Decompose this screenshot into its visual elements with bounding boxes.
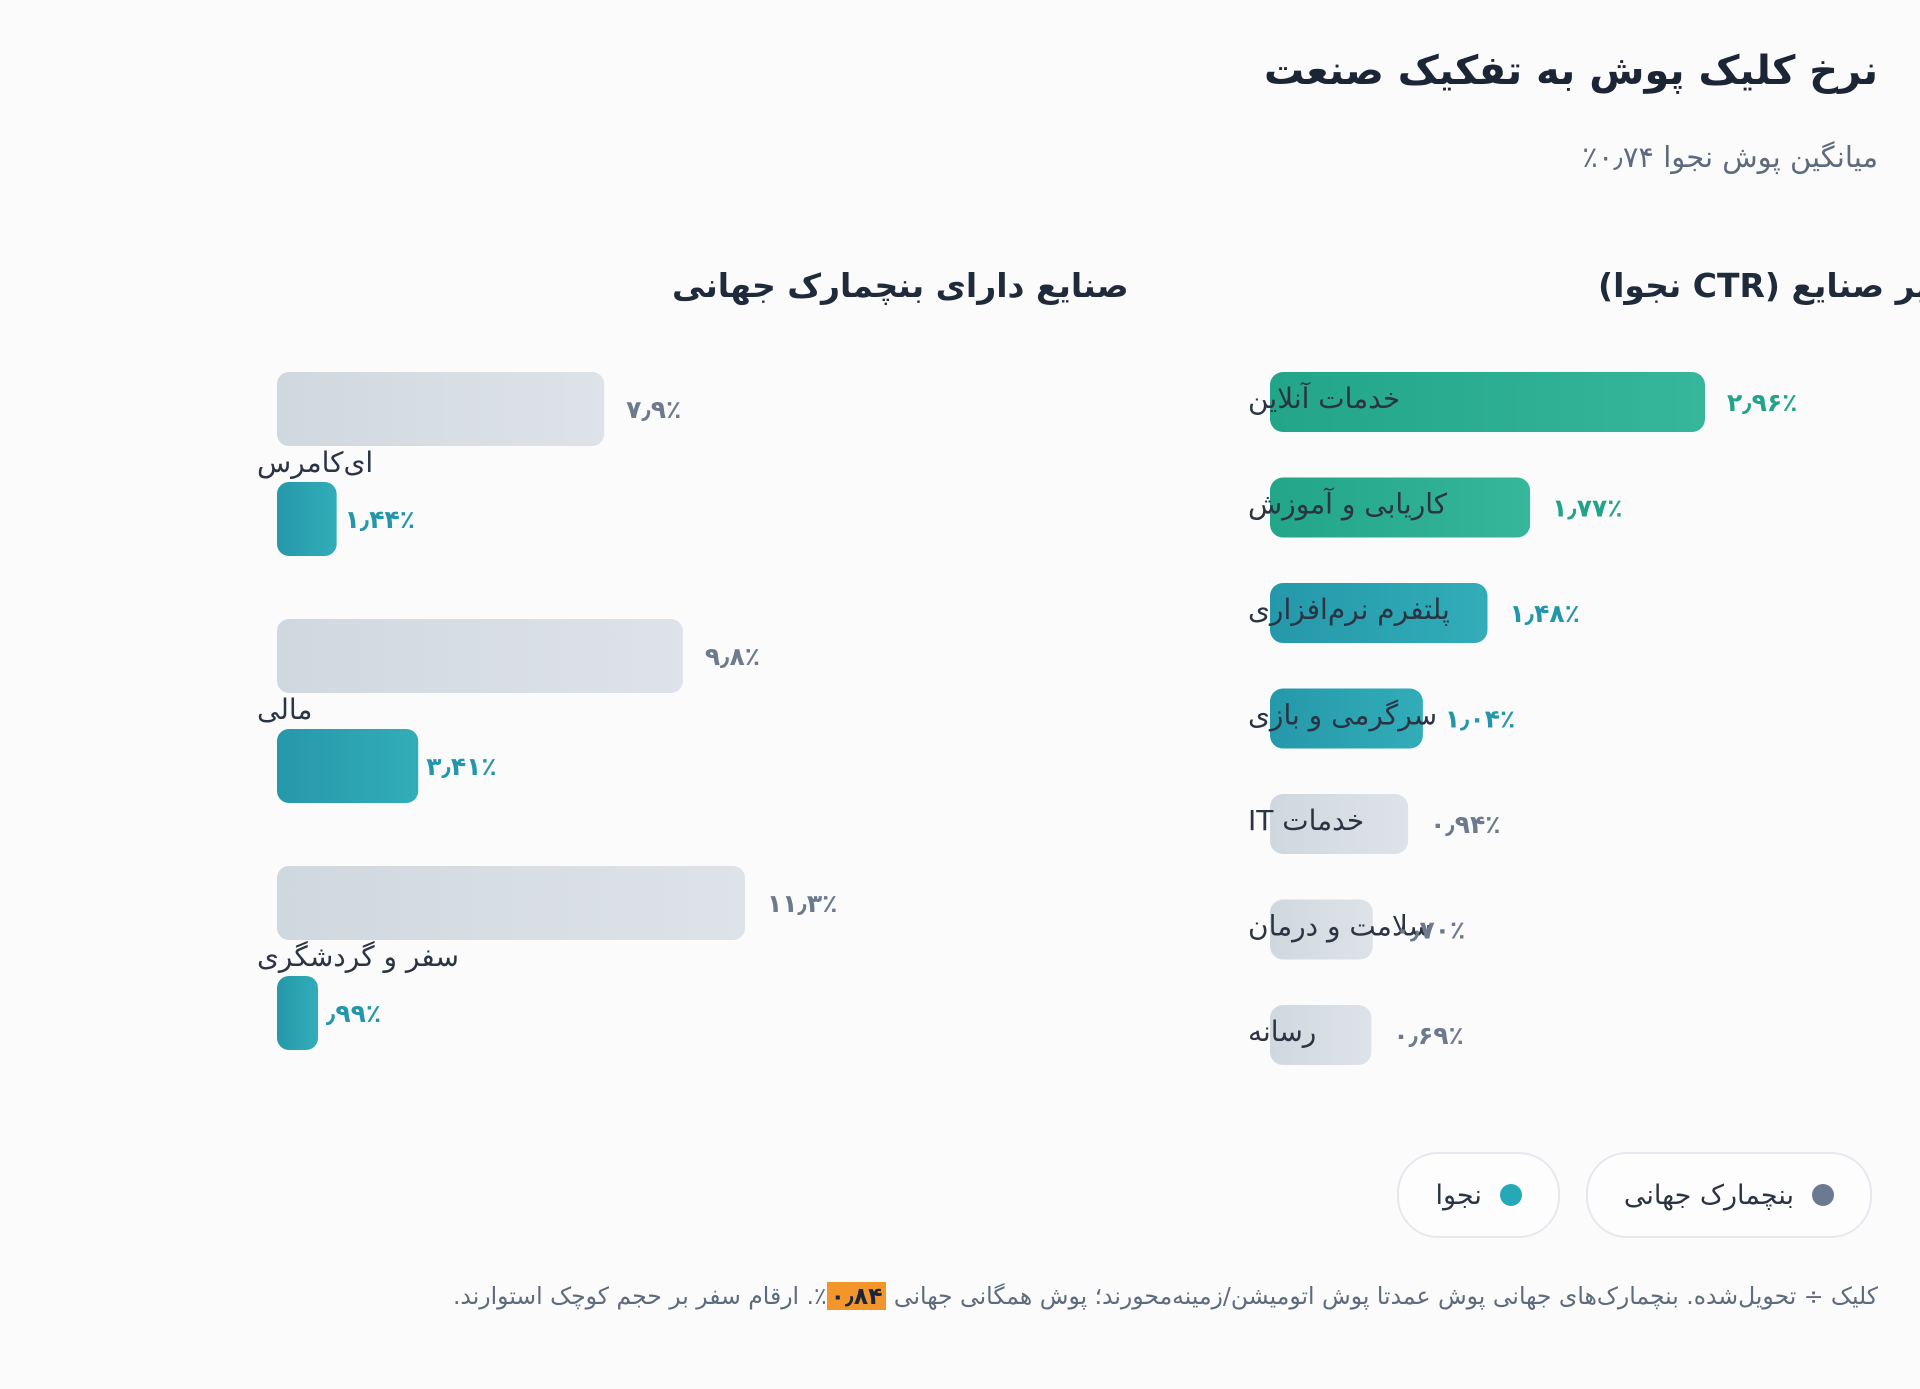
bar-other-3 [1270, 688, 1423, 749]
page-title: نرخ کلیک پوش به تفکیک صنعت [1263, 48, 1878, 94]
bar-benchmark-2 [277, 866, 745, 940]
footnote-text: کلیک ÷ تحویل‌شده. بنچمارک‌های جهانی پوش … [886, 1282, 1878, 1310]
legend-label-benchmark: بنچمارک جهانی [1623, 1179, 1794, 1211]
legend-item-benchmark[interactable]: بنچمارک جهانی [1585, 1152, 1872, 1238]
panel-title-benchmark-industries: صنایع دارای بنچمارک جهانی [672, 266, 1129, 306]
category-label: خدمات IT [1248, 804, 1364, 837]
bar-najva-2 [277, 976, 319, 1050]
bar-other-6 [1270, 1005, 1372, 1065]
legend-label-najva: نجوا [1435, 1179, 1482, 1211]
footnote: کلیک ÷ تحویل‌شده. بنچمارک‌های جهانی پوش … [453, 1282, 1878, 1310]
category-label: سفر و گردشگری [257, 940, 459, 973]
bar-other-2 [1270, 583, 1488, 643]
legend: بنچمارک جهانی نجوا [1397, 1152, 1872, 1238]
category-label: ای‌کامرس [257, 446, 373, 479]
bar-benchmark-1 [277, 619, 683, 693]
value-label: ۱٫۷۷٪ [1552, 494, 1622, 523]
category-label: خدمات آنلاین [1248, 382, 1400, 415]
category-label: کاریابی و آموزش [1248, 488, 1448, 521]
value-label-najva: ۱٫۴۴٪ [345, 505, 415, 534]
legend-dot-najva [1499, 1184, 1522, 1206]
bar-najva-0 [277, 482, 337, 556]
legend-dot-benchmark [1812, 1184, 1834, 1206]
bar-najva-1 [277, 729, 419, 803]
value-label: ۱٫۰۴٪ [1445, 705, 1515, 734]
category-label: سلامت و درمان [1248, 910, 1432, 943]
value-label: ۰٫۶۹٪ [1393, 1021, 1463, 1050]
category-label: مالی [257, 693, 312, 726]
value-label-benchmark: ۹٫۸٪ [705, 642, 760, 671]
value-label: ۲٫۹۶٪ [1727, 388, 1797, 417]
value-label: ۱٫۴۸٪ [1510, 599, 1580, 628]
value-label-najva: ٫۹۹٪ [326, 999, 381, 1028]
bar-other-0 [1270, 372, 1705, 432]
category-label: رسانه [1248, 1015, 1316, 1048]
page-subtitle: میانگین پوش نجوا ۰٫۷۴٪ [1582, 140, 1878, 174]
value-label-benchmark: ۱۱٫۳٪ [767, 889, 837, 918]
category-label: سرگرمی و بازی [1248, 699, 1437, 732]
value-label-najva: ۳٫۴۱٪ [426, 752, 496, 781]
bar-other-1 [1270, 477, 1531, 538]
category-label: پلتفرم نرم‌افزاری [1248, 593, 1450, 626]
panel-title-other-industries: سایر صنایع (CTR نجوا) [1598, 266, 1920, 306]
bar-charts: سایر صنایع (CTR نجوا) خدمات آنلاین ۲٫۹۶٪ کا… [257, 266, 1920, 1065]
footnote-text-end: ٪. ارقام سفر بر حجم کوچک استوارند. [452, 1282, 827, 1310]
bar-other-5 [1270, 899, 1373, 960]
value-label: ۰٫۷۰٪ [1395, 916, 1465, 945]
value-label-benchmark: ۷٫۹٪ [626, 395, 681, 424]
bar-other-4 [1270, 794, 1409, 854]
legend-item-najva[interactable]: نجوا [1397, 1152, 1560, 1238]
bar-benchmark-0 [277, 372, 605, 446]
footnote-highlight: ۰٫۸۴ [826, 1282, 887, 1310]
value-label: ۰٫۹۴٪ [1430, 810, 1500, 839]
